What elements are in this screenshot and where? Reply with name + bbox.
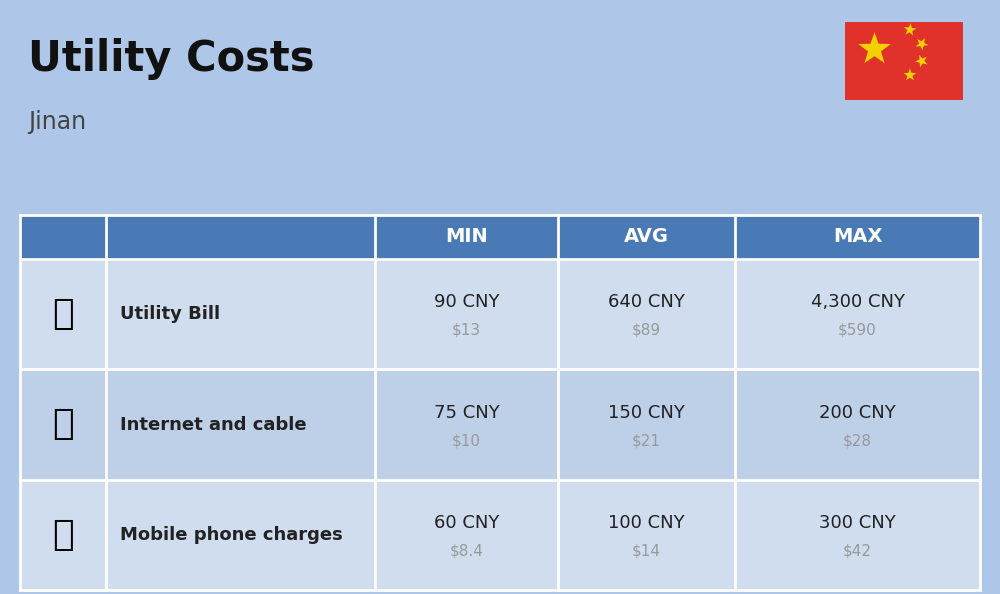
Text: 90 CNY: 90 CNY: [434, 293, 499, 311]
Bar: [845, 22, 963, 100]
Polygon shape: [916, 38, 928, 50]
Text: $89: $89: [632, 323, 661, 337]
Text: 640 CNY: 640 CNY: [608, 293, 685, 311]
Text: 📱: 📱: [52, 518, 74, 552]
Text: $42: $42: [843, 544, 872, 558]
Text: MAX: MAX: [833, 228, 882, 247]
Text: $21: $21: [632, 433, 661, 448]
Bar: [20, 480, 980, 590]
Polygon shape: [904, 23, 916, 36]
Bar: [20, 259, 980, 369]
Text: $28: $28: [843, 433, 872, 448]
Text: 150 CNY: 150 CNY: [608, 403, 685, 422]
Text: $10: $10: [452, 433, 481, 448]
Text: Utility Costs: Utility Costs: [28, 38, 314, 80]
Polygon shape: [904, 68, 916, 80]
Text: 🔌: 🔌: [52, 297, 74, 331]
Text: Mobile phone charges: Mobile phone charges: [120, 526, 343, 544]
Text: 300 CNY: 300 CNY: [819, 514, 896, 532]
Text: 📡: 📡: [52, 407, 74, 441]
Text: 4,300 CNY: 4,300 CNY: [811, 293, 905, 311]
Text: Internet and cable: Internet and cable: [120, 415, 307, 434]
Text: 60 CNY: 60 CNY: [434, 514, 499, 532]
Text: $590: $590: [838, 323, 877, 337]
Text: $8.4: $8.4: [449, 544, 483, 558]
Polygon shape: [915, 55, 927, 68]
Text: 200 CNY: 200 CNY: [819, 403, 896, 422]
Text: $14: $14: [632, 544, 661, 558]
Polygon shape: [858, 32, 891, 63]
Text: 75 CNY: 75 CNY: [434, 403, 499, 422]
Text: 100 CNY: 100 CNY: [608, 514, 685, 532]
Bar: [20, 215, 980, 259]
Text: AVG: AVG: [624, 228, 669, 247]
Text: Jinan: Jinan: [28, 110, 86, 134]
Text: $13: $13: [452, 323, 481, 337]
Bar: [20, 369, 980, 480]
Text: MIN: MIN: [445, 228, 488, 247]
Text: Utility Bill: Utility Bill: [120, 305, 221, 323]
